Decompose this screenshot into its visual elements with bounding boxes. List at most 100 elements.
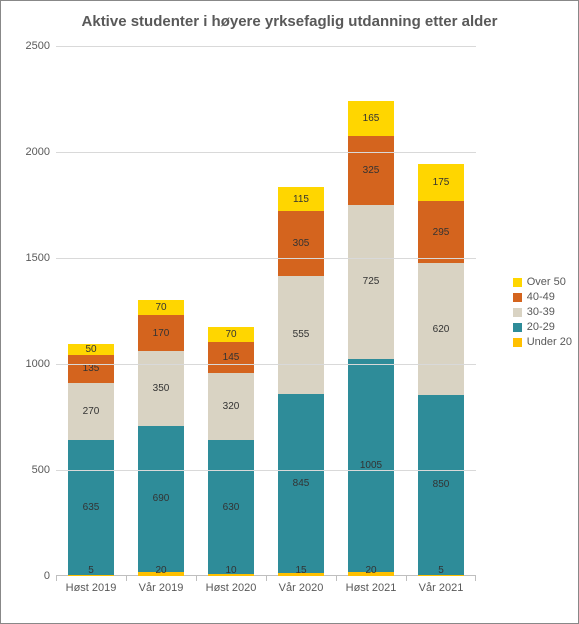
legend-swatch bbox=[513, 293, 522, 302]
bar-segment-label: 20 bbox=[365, 565, 376, 576]
bar-segment-label: 70 bbox=[225, 329, 236, 340]
bar-segment-age2029: 1005 bbox=[348, 359, 394, 572]
legend-item: 40-49 bbox=[513, 291, 572, 303]
bar-segment-label: 850 bbox=[433, 479, 450, 490]
gridline bbox=[56, 470, 476, 471]
bar-segment-label: 5 bbox=[88, 565, 94, 576]
x-tick bbox=[336, 576, 337, 581]
bar-segment-label: 145 bbox=[223, 352, 240, 363]
bar-segment-label: 15 bbox=[295, 565, 306, 576]
bar-segment-age3039: 270 bbox=[68, 383, 114, 440]
x-tick bbox=[406, 576, 407, 581]
x-tick-label: Høst 2019 bbox=[66, 576, 117, 594]
bar-column: 2069035017070Vår 2019 bbox=[138, 300, 184, 576]
bar-segment-age4049: 325 bbox=[348, 136, 394, 205]
bar-segment-label: 170 bbox=[153, 328, 170, 339]
bar-segment-age4049: 135 bbox=[68, 355, 114, 384]
legend-swatch bbox=[513, 308, 522, 317]
bar-segment-age3039: 725 bbox=[348, 205, 394, 359]
legend-label: 20-29 bbox=[527, 321, 555, 333]
bar-segment-over50: 50 bbox=[68, 344, 114, 355]
bar-segment-label: 70 bbox=[155, 302, 166, 313]
bar-segment-age4049: 305 bbox=[278, 211, 324, 276]
gridline bbox=[56, 258, 476, 259]
x-tick-label: Høst 2020 bbox=[206, 576, 257, 594]
gridline bbox=[56, 46, 476, 47]
bar-segment-label: 10 bbox=[225, 565, 236, 576]
bar-segment-label: 555 bbox=[293, 329, 310, 340]
x-tick-label: Vår 2020 bbox=[279, 576, 324, 594]
bar-column: 15845555305115Vår 2020 bbox=[278, 187, 324, 576]
bar-segment-age3039: 350 bbox=[138, 351, 184, 425]
y-tick-label: 500 bbox=[32, 464, 56, 476]
bar-segment-label: 270 bbox=[83, 406, 100, 417]
bar-segment-age2029: 845 bbox=[278, 394, 324, 573]
bar-segment-age4049: 145 bbox=[208, 342, 254, 373]
bar-segment-label: 845 bbox=[293, 478, 310, 489]
bar-segment-over50: 175 bbox=[418, 164, 464, 201]
bar-segment-label: 305 bbox=[293, 238, 310, 249]
bar-segment-over50: 115 bbox=[278, 187, 324, 211]
bar-segment-label: 320 bbox=[223, 401, 240, 412]
x-tick bbox=[266, 576, 267, 581]
bar-segment-age3039: 620 bbox=[418, 263, 464, 394]
bar-segment-age4049: 170 bbox=[138, 315, 184, 351]
legend-swatch bbox=[513, 323, 522, 332]
x-tick bbox=[196, 576, 197, 581]
legend-label: Over 50 bbox=[527, 276, 566, 288]
bars-group: 563527013550Høst 20192069035017070Vår 20… bbox=[56, 46, 476, 576]
legend-item: 20-29 bbox=[513, 321, 572, 333]
x-tick bbox=[475, 576, 476, 581]
gridline bbox=[56, 152, 476, 153]
y-tick-label: 0 bbox=[44, 570, 56, 582]
legend-label: 30-39 bbox=[527, 306, 555, 318]
bar-segment-age2029: 630 bbox=[208, 440, 254, 574]
chart-container: Aktive studenter i høyere yrksefaglig ut… bbox=[0, 0, 579, 624]
bar-segment-label: 690 bbox=[153, 493, 170, 504]
legend-item: Over 50 bbox=[513, 276, 572, 288]
bar-segment-label: 620 bbox=[433, 324, 450, 335]
bar-segment-label: 725 bbox=[363, 276, 380, 287]
bar-segment-label: 165 bbox=[363, 113, 380, 124]
bar-segment-label: 325 bbox=[363, 165, 380, 176]
bar-segment-over50: 70 bbox=[138, 300, 184, 315]
bar-column: 563527013550Høst 2019 bbox=[68, 344, 114, 576]
chart-title: Aktive studenter i høyere yrksefaglig ut… bbox=[1, 13, 578, 30]
legend-item: Under 20 bbox=[513, 336, 572, 348]
legend-swatch bbox=[513, 278, 522, 287]
bar-column: 5850620295175Vår 2021 bbox=[418, 164, 464, 576]
bar-segment-age4049: 295 bbox=[418, 201, 464, 264]
bar-segment-age2029: 690 bbox=[138, 426, 184, 572]
legend-label: Under 20 bbox=[527, 336, 572, 348]
bar-column: 201005725325165Høst 2021 bbox=[348, 101, 394, 576]
bar-segment-age2029: 850 bbox=[418, 395, 464, 575]
x-tick-label: Høst 2021 bbox=[346, 576, 397, 594]
legend-item: 30-39 bbox=[513, 306, 572, 318]
bar-segment-label: 630 bbox=[223, 502, 240, 513]
bar-segment-over50: 70 bbox=[208, 327, 254, 342]
bar-segment-label: 20 bbox=[155, 565, 166, 576]
y-tick-label: 2000 bbox=[26, 146, 56, 158]
gridline bbox=[56, 364, 476, 365]
bar-segment-age3039: 320 bbox=[208, 373, 254, 441]
bar-segment-age2029: 635 bbox=[68, 440, 114, 575]
bar-segment-over50: 165 bbox=[348, 101, 394, 136]
bar-segment-label: 635 bbox=[83, 502, 100, 513]
x-tick bbox=[56, 576, 57, 581]
bar-segment-label: 115 bbox=[293, 194, 309, 205]
bar-segment-label: 350 bbox=[153, 383, 170, 394]
x-tick bbox=[126, 576, 127, 581]
legend-label: 40-49 bbox=[527, 291, 555, 303]
legend-swatch bbox=[513, 338, 522, 347]
bar-segment-label: 295 bbox=[433, 227, 450, 238]
y-tick-label: 1000 bbox=[26, 358, 56, 370]
bar-segment-age3039: 555 bbox=[278, 276, 324, 394]
legend: Over 50 40-49 30-39 20-29 Under 20 bbox=[513, 273, 572, 351]
plot-area: 563527013550Høst 20192069035017070Vår 20… bbox=[56, 46, 476, 576]
bar-segment-label: 5 bbox=[438, 565, 444, 576]
bar-segment-label: 175 bbox=[433, 177, 450, 188]
x-tick-label: Vår 2019 bbox=[139, 576, 184, 594]
y-tick-label: 2500 bbox=[26, 40, 56, 52]
x-tick-label: Vår 2021 bbox=[419, 576, 464, 594]
bar-segment-label: 50 bbox=[85, 344, 96, 355]
